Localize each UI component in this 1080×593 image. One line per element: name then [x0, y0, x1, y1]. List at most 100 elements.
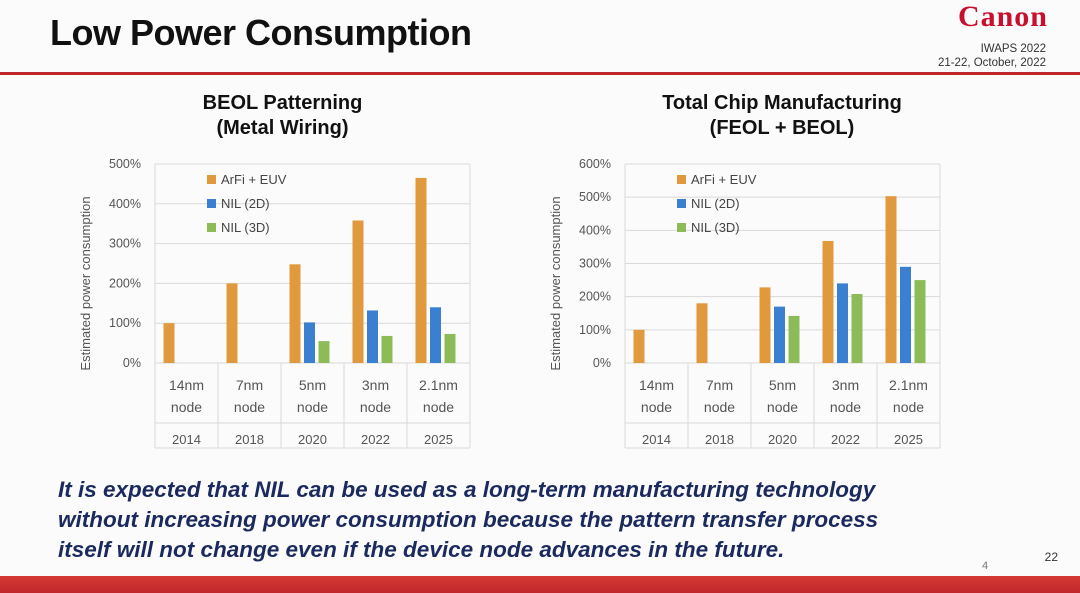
- x-tick-label: node: [893, 399, 924, 415]
- bar-nil-3d--2022: [381, 335, 393, 363]
- chart-title-line1: BEOL Patterning: [202, 92, 363, 114]
- chart-title-line1: Total Chip Manufacturing: [662, 92, 902, 114]
- bar-arfi-euv-2018: [226, 283, 238, 363]
- bar-arfi-euv-2018: [696, 303, 708, 363]
- x-year-label: 2020: [298, 432, 327, 447]
- x-tick-label: 3nm: [832, 377, 859, 393]
- x-tick-label: node: [234, 399, 265, 415]
- legend-swatch: [207, 223, 216, 232]
- conclusion-message: It is expected that NIL can be used as a…: [58, 475, 1048, 565]
- legend-label: NIL (3D): [691, 220, 740, 235]
- y-tick-label: 300%: [109, 237, 141, 251]
- bar-arfi-euv-2014: [163, 323, 175, 363]
- x-year-label: 2022: [361, 432, 390, 447]
- y-axis-label: Estimated power consumption: [548, 196, 563, 370]
- x-tick-label: 7nm: [706, 377, 733, 393]
- conference-date: 21-22, October, 2022: [937, 57, 1046, 69]
- bar-arfi-euv-2025: [415, 177, 427, 363]
- x-tick-label: 14nm: [169, 377, 204, 393]
- legend-label: NIL (3D): [221, 220, 270, 235]
- y-tick-label: 0%: [593, 356, 611, 370]
- x-tick-label: node: [704, 399, 735, 415]
- total-chip-chart: 0% 100% 200% 300% 400% 500% 600% 14nm node 2014 7n…: [548, 157, 941, 449]
- y-tick-label: 400%: [109, 197, 141, 211]
- bar-nil-2d--2022: [367, 310, 378, 363]
- x-tick-label: node: [171, 399, 202, 415]
- small-page-number: 4: [982, 560, 989, 572]
- bar-arfi-euv-2014: [633, 329, 645, 363]
- y-tick-label: 400%: [579, 223, 611, 237]
- legend-swatch: [677, 223, 686, 232]
- y-tick-label: 0%: [123, 356, 141, 370]
- legend-label: ArFi + EUV: [221, 172, 287, 187]
- chart-title-line2: (FEOL + BEOL): [709, 117, 855, 139]
- footer-bar: [0, 576, 1080, 593]
- x-tick-label: node: [767, 399, 798, 415]
- conference-name: IWAPS 2022: [980, 43, 1046, 55]
- bar-nil-3d--2022: [851, 294, 863, 363]
- y-tick-label: 100%: [109, 316, 141, 330]
- bar-nil-2d--2020: [774, 306, 785, 363]
- bar-nil-2d--2022: [837, 283, 848, 363]
- bar-nil-3d--2020: [788, 315, 800, 363]
- x-tick-label: 2.1nm: [419, 377, 458, 393]
- bar-nil-2d--2025: [430, 307, 441, 363]
- bar-nil-3d--2020: [318, 341, 330, 363]
- chart-title-line2: (Metal Wiring): [216, 117, 349, 139]
- bar-nil-2d--2020: [304, 322, 315, 363]
- y-tick-label: 500%: [109, 157, 141, 171]
- legend-swatch: [677, 199, 686, 208]
- bar-arfi-euv-2020: [289, 264, 301, 363]
- chart-title-beol: BEOL Patterning (Metal Wiring): [150, 91, 415, 141]
- x-year-label: 2025: [894, 432, 923, 447]
- x-year-label: 2025: [424, 432, 453, 447]
- x-year-label: 2014: [172, 432, 201, 447]
- x-tick-label: 2.1nm: [889, 377, 928, 393]
- chart-title-total: Total Chip Manufacturing (FEOL + BEOL): [612, 91, 952, 141]
- legend-label: NIL (2D): [221, 196, 270, 211]
- x-tick-label: node: [830, 399, 861, 415]
- beol-chart: 0% 100% 200% 300% 400% 500% 14nm node 2014 7nm nod…: [78, 157, 471, 449]
- x-tick-label: 5nm: [299, 377, 326, 393]
- y-axis-label: Estimated power consumption: [78, 196, 93, 370]
- bar-nil-2d--2025: [900, 266, 911, 363]
- y-tick-label: 100%: [579, 323, 611, 337]
- conference-info: IWAPS 2022 21-22, October, 2022: [938, 42, 1046, 70]
- x-tick-label: 14nm: [639, 377, 674, 393]
- legend-swatch: [207, 175, 216, 184]
- legend-label: NIL (2D): [691, 196, 740, 211]
- x-year-label: 2018: [235, 432, 264, 447]
- y-tick-label: 300%: [579, 257, 611, 271]
- bar-arfi-euv-2020: [759, 287, 771, 363]
- x-year-label: 2018: [705, 432, 734, 447]
- x-tick-label: node: [360, 399, 391, 415]
- legend-swatch: [677, 175, 686, 184]
- bar-arfi-euv-2025: [885, 196, 897, 363]
- y-tick-label: 600%: [579, 157, 611, 171]
- bar-arfi-euv-2022: [352, 220, 364, 363]
- x-tick-label: node: [423, 399, 454, 415]
- legend-swatch: [207, 199, 216, 208]
- x-tick-label: 3nm: [362, 377, 389, 393]
- y-tick-label: 200%: [109, 276, 141, 290]
- x-tick-label: node: [641, 399, 672, 415]
- bar-nil-3d--2025: [914, 280, 926, 363]
- x-tick-label: node: [297, 399, 328, 415]
- canon-logo: Canon: [957, 0, 1048, 33]
- x-year-label: 2022: [831, 432, 860, 447]
- message-line-1: It is expected that NIL can be used as a…: [58, 477, 876, 502]
- y-tick-label: 200%: [579, 290, 611, 304]
- bar-arfi-euv-2022: [822, 240, 834, 363]
- page-number: 22: [1044, 550, 1058, 564]
- x-year-label: 2020: [768, 432, 797, 447]
- header-divider: [0, 72, 1080, 75]
- message-line-3: itself will not change even if the devic…: [58, 537, 785, 562]
- x-tick-label: 5nm: [769, 377, 796, 393]
- x-year-label: 2014: [642, 432, 671, 447]
- y-tick-label: 500%: [579, 190, 611, 204]
- slide-title: Low Power Consumption: [50, 12, 472, 53]
- x-tick-label: 7nm: [236, 377, 263, 393]
- bar-nil-3d--2025: [444, 333, 456, 363]
- message-line-2: without increasing power consumption bec…: [58, 507, 879, 532]
